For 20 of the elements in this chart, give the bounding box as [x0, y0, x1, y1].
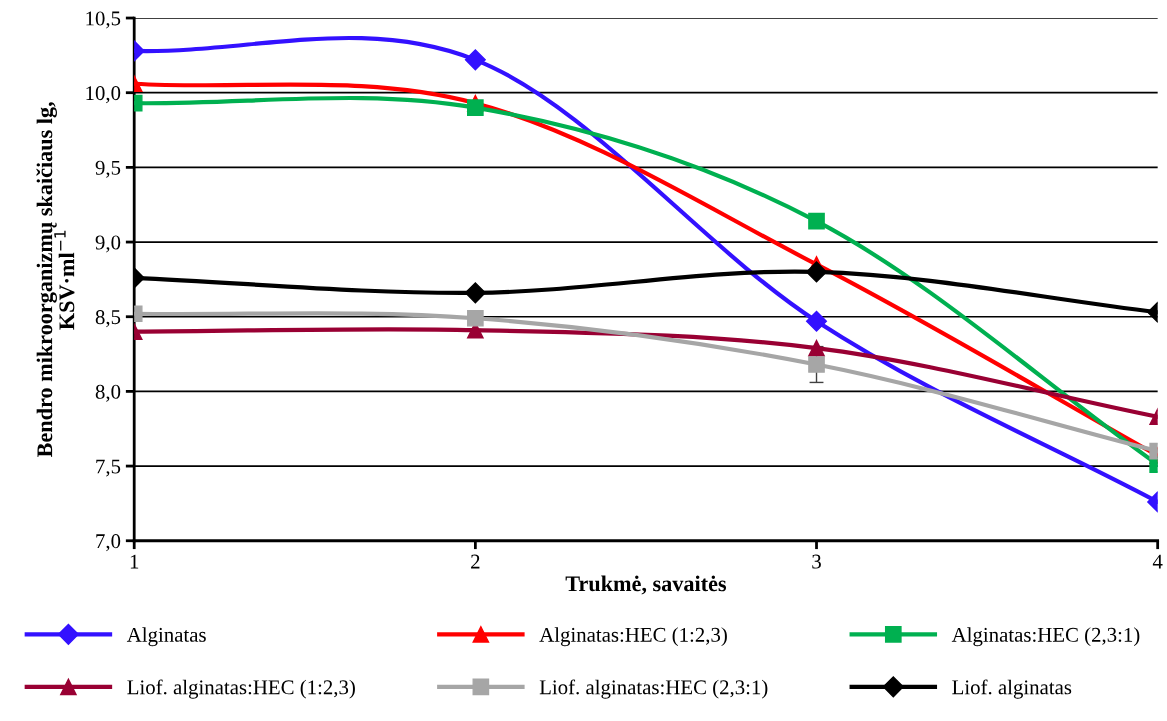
legend-label: Liof. alginatas — [952, 679, 1072, 699]
legend-label: Liof. alginatas:HEC (2,3:1) — [539, 679, 768, 699]
y-tick-label: 9,0 — [95, 235, 121, 253]
x-axis-title: Trukmė, savaitės — [565, 575, 727, 595]
y-tick-label: 9,5 — [95, 160, 121, 178]
x-tick-label: 2 — [471, 554, 480, 569]
legend-label: Alginatas:HEC (2,3:1) — [951, 627, 1140, 647]
y-tick-label: 8,0 — [95, 384, 121, 402]
y-axis-title: Bendro mikroorganizmų skaičiaus lg, KSV·ml$^{−1}$ — [36, 102, 75, 458]
y-tick-label: 7,0 — [96, 534, 121, 552]
x-tick-label: 4 — [1152, 554, 1163, 569]
y-tick-label: 8,5 — [95, 310, 121, 328]
x-tick-label: 1 — [130, 554, 139, 569]
legend-label: Alginatas:HEC (1:2,3) — [539, 627, 727, 647]
y-tick-label: 7,5 — [96, 459, 121, 477]
x-tick-label: 3 — [812, 554, 821, 569]
y-tick-label: 10,5 — [86, 11, 121, 29]
legend-label: Alginatas — [126, 627, 206, 647]
y-tick-label: 10,0 — [86, 86, 121, 104]
legend-label: Liof. alginatas:HEC (1:2,3) — [127, 679, 355, 699]
